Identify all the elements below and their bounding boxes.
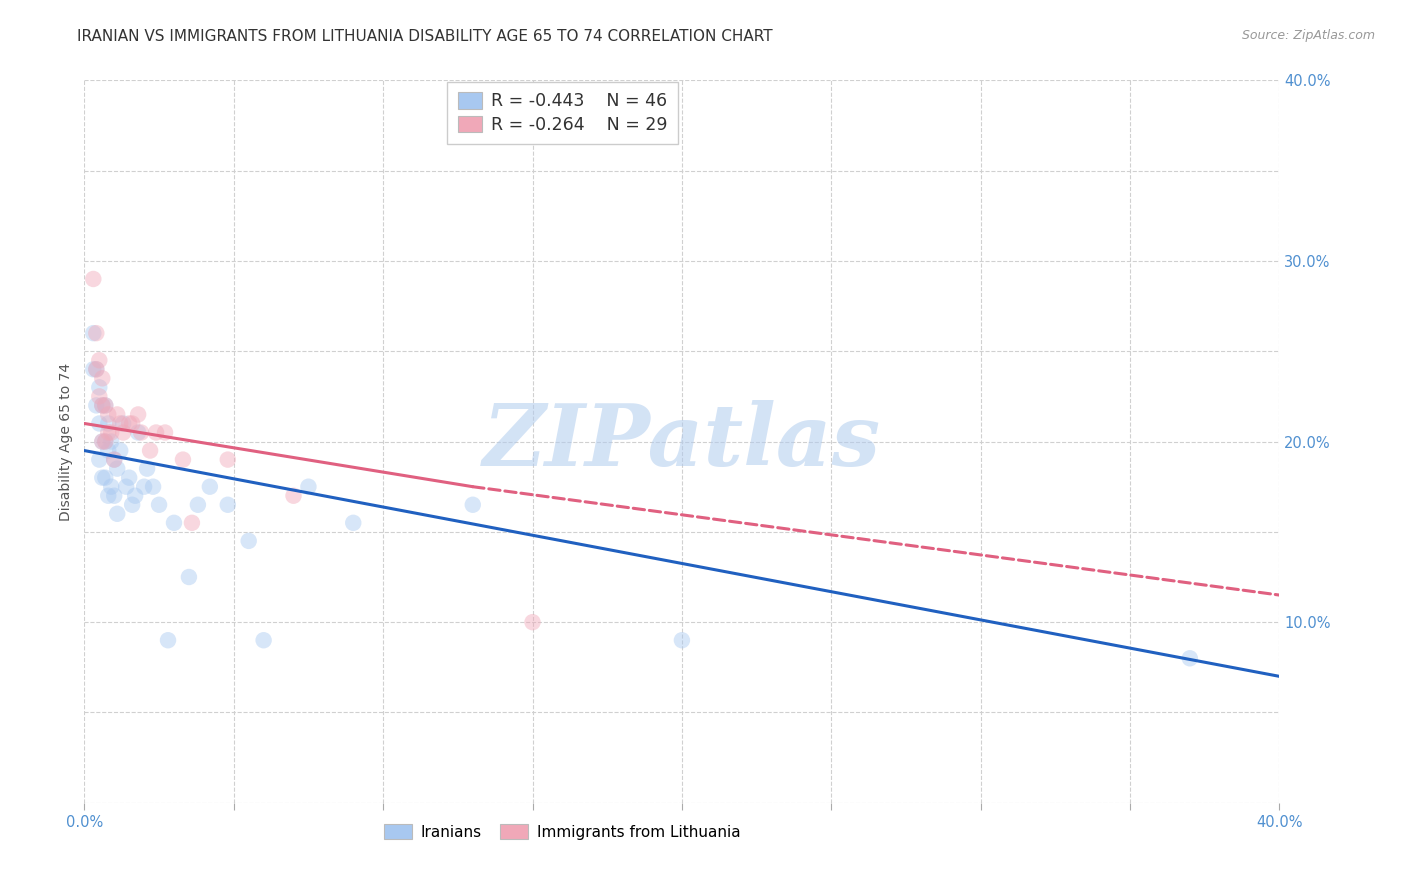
Point — [136, 461, 159, 475]
Point — [86, 362, 108, 376]
Point — [148, 498, 170, 512]
Point — [1178, 651, 1201, 665]
Point — [238, 533, 260, 548]
Point — [91, 434, 114, 449]
Point — [110, 443, 132, 458]
Point — [283, 489, 305, 503]
Point — [86, 362, 108, 376]
Text: IRANIAN VS IMMIGRANTS FROM LITHUANIA DISABILITY AGE 65 TO 74 CORRELATION CHART: IRANIAN VS IMMIGRANTS FROM LITHUANIA DIS… — [77, 29, 773, 44]
Point — [97, 489, 120, 503]
Point — [94, 398, 117, 412]
Point — [217, 452, 239, 467]
Point — [89, 353, 111, 368]
Text: Source: ZipAtlas.com: Source: ZipAtlas.com — [1241, 29, 1375, 42]
Point — [118, 471, 141, 485]
Point — [124, 489, 146, 503]
Point — [97, 408, 120, 422]
Point — [86, 398, 108, 412]
Point — [522, 615, 544, 630]
Point — [172, 452, 194, 467]
Point — [461, 498, 484, 512]
Point — [139, 443, 162, 458]
Point — [94, 471, 117, 485]
Point — [91, 398, 114, 412]
Point — [181, 516, 204, 530]
Point — [342, 516, 364, 530]
Point — [91, 371, 114, 385]
Legend: Iranians, Immigrants from Lithuania: Iranians, Immigrants from Lithuania — [378, 818, 747, 846]
Point — [142, 480, 165, 494]
Point — [91, 434, 114, 449]
Point — [198, 480, 221, 494]
Point — [103, 489, 125, 503]
Point — [112, 425, 135, 440]
Point — [115, 480, 138, 494]
Point — [217, 498, 239, 512]
Point — [129, 425, 152, 440]
Point — [127, 408, 149, 422]
Point — [97, 443, 120, 458]
Point — [82, 272, 104, 286]
Point — [103, 452, 125, 467]
Point — [89, 452, 111, 467]
Point — [100, 425, 122, 440]
Point — [82, 362, 104, 376]
Point — [121, 417, 143, 431]
Point — [86, 326, 108, 340]
Point — [671, 633, 693, 648]
Point — [97, 425, 120, 440]
Point — [118, 417, 141, 431]
Point — [297, 480, 319, 494]
Point — [89, 417, 111, 431]
Point — [82, 326, 104, 340]
Point — [94, 434, 117, 449]
Point — [94, 434, 117, 449]
Point — [103, 452, 125, 467]
Point — [127, 425, 149, 440]
Point — [110, 417, 132, 431]
Point — [100, 480, 122, 494]
Point — [187, 498, 209, 512]
Point — [89, 389, 111, 403]
Point — [177, 570, 200, 584]
Point — [153, 425, 176, 440]
Point — [145, 425, 167, 440]
Point — [132, 480, 156, 494]
Point — [157, 633, 180, 648]
Point — [112, 417, 135, 431]
Point — [97, 417, 120, 431]
Text: ZIPatlas: ZIPatlas — [482, 400, 882, 483]
Point — [91, 398, 114, 412]
Point — [94, 398, 117, 412]
Point — [253, 633, 276, 648]
Point — [121, 498, 143, 512]
Y-axis label: Disability Age 65 to 74: Disability Age 65 to 74 — [59, 362, 73, 521]
Point — [163, 516, 186, 530]
Point — [105, 507, 128, 521]
Point — [105, 461, 128, 475]
Point — [100, 434, 122, 449]
Point — [105, 408, 128, 422]
Point — [89, 380, 111, 394]
Point — [91, 471, 114, 485]
